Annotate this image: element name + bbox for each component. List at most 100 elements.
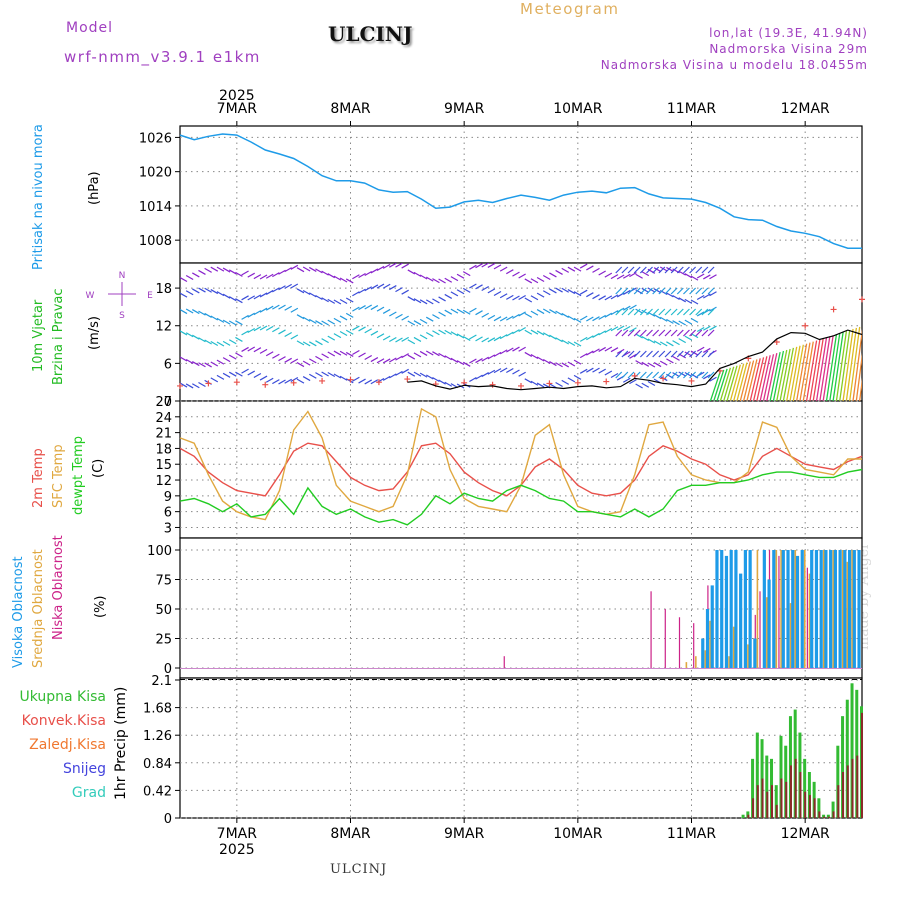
wind-vector <box>352 376 360 382</box>
wind-vector <box>536 382 545 388</box>
cloud-bar <box>748 550 752 668</box>
wind-vector <box>327 351 336 357</box>
wind-vector <box>296 362 305 368</box>
cloud-bar <box>814 550 819 668</box>
wind-vector <box>432 330 440 336</box>
wind-vector <box>327 335 336 341</box>
wind-vector <box>658 287 666 295</box>
wind-vector <box>204 362 212 368</box>
wind-vector <box>598 295 606 301</box>
wind-vector <box>683 329 690 337</box>
x-tick-label-top: 7MAR <box>217 101 258 117</box>
wind-vector <box>321 338 329 344</box>
cloud-bar <box>847 550 852 668</box>
wind-axis-label-2: Brzina i Pravac <box>51 288 66 385</box>
wind-vector <box>438 379 446 385</box>
wind-vector <box>407 354 416 360</box>
y-tick-label: 1026 <box>139 131 172 146</box>
wind-vector <box>253 274 262 280</box>
wind-vector <box>327 298 336 304</box>
gust-marker <box>574 379 581 386</box>
wind-vector <box>407 339 416 345</box>
y-tick-label: 0 <box>164 662 172 677</box>
wind-vector <box>358 288 366 294</box>
wind-vector <box>407 371 416 377</box>
gust-marker <box>375 379 382 386</box>
wind-vector <box>518 371 526 377</box>
wind-vector <box>799 342 811 401</box>
cloud-bar <box>778 555 780 668</box>
wind-vector <box>425 276 434 282</box>
wind-vector <box>327 371 336 378</box>
rain-bar <box>774 785 778 818</box>
wind-vector <box>247 346 256 352</box>
wind-vector <box>646 350 653 358</box>
wind-vector <box>253 372 262 379</box>
wind-vector <box>278 285 286 291</box>
wind-vector <box>621 350 629 358</box>
wind-vector <box>315 340 323 346</box>
wind-vector <box>308 358 317 364</box>
wind-vector <box>518 311 526 317</box>
wind-vector <box>579 315 588 321</box>
wind-vector <box>302 341 311 347</box>
wind-vector <box>672 340 680 346</box>
wind-vector <box>272 379 280 385</box>
wind-vector <box>228 339 237 345</box>
wind-vector <box>695 266 703 274</box>
y-tick-label: 2.1 <box>151 674 172 689</box>
precip-legend-item: Grad <box>72 785 106 801</box>
precip-legend-item: Konvek.Kisa <box>22 713 106 729</box>
wind-vector <box>852 328 862 401</box>
wind-vector <box>198 269 206 275</box>
gust-marker <box>518 382 524 389</box>
wind-vector <box>241 330 249 336</box>
wind-vector <box>265 305 274 311</box>
wind-vector <box>756 356 768 401</box>
wind-vector <box>438 311 446 317</box>
wind-vector <box>573 266 582 272</box>
wind-vector <box>684 371 693 378</box>
wind-vector <box>733 363 745 401</box>
wind-vector <box>701 266 709 274</box>
wind-vector <box>658 266 666 274</box>
wind-vector <box>604 272 613 278</box>
wind-vector <box>646 371 653 379</box>
wind-vector <box>370 284 379 290</box>
wind-vector <box>855 352 862 401</box>
wind-vector <box>592 367 600 373</box>
wind-vector <box>653 267 662 273</box>
wind-vector <box>493 316 502 322</box>
wind-vector <box>832 332 844 401</box>
wind-vector <box>192 383 200 389</box>
wind-vector <box>641 335 650 342</box>
wind-vector <box>345 312 354 318</box>
wind-vector <box>695 329 703 337</box>
wind-vector <box>646 266 653 274</box>
wind-vector <box>407 296 416 302</box>
wind-vector <box>742 360 755 401</box>
wind-vector <box>185 274 194 280</box>
wind-vector <box>684 319 693 325</box>
wind-vector <box>579 336 588 342</box>
wind-vector <box>561 339 570 345</box>
y-tick-label: 0.42 <box>143 784 172 799</box>
wind-vector <box>180 277 188 283</box>
wind-vector <box>401 263 409 269</box>
compass-w: W <box>86 291 95 301</box>
wind-vector <box>185 290 194 296</box>
wind-vector <box>370 305 379 311</box>
wind-vector <box>749 358 761 401</box>
wind-vector <box>696 294 705 301</box>
y-tick-label: 9 <box>164 490 172 505</box>
wind-vector <box>487 369 496 375</box>
wind-vector <box>598 346 606 352</box>
wind-vector <box>604 295 613 301</box>
wind-vector <box>670 287 678 295</box>
y-tick-label: 27 <box>155 395 172 410</box>
wind-vector <box>592 267 600 273</box>
wind-vector <box>395 370 403 376</box>
wind-vector <box>450 357 459 363</box>
wind-vector <box>707 350 715 358</box>
wind-vector <box>610 274 619 280</box>
